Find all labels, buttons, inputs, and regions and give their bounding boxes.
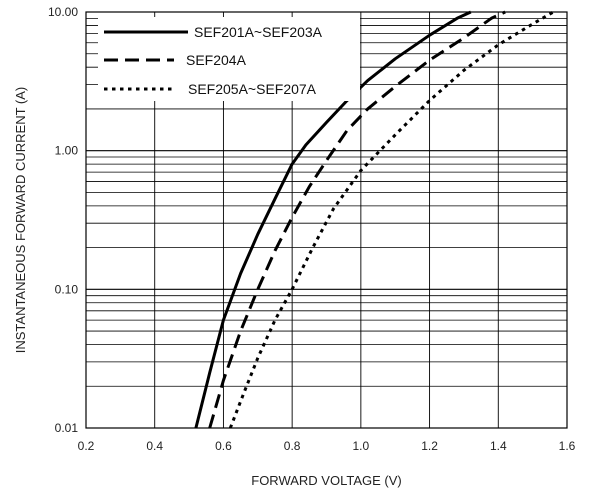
x-tick-label: 1.6: [559, 439, 576, 453]
plot-frame: [85, 11, 568, 429]
x-axis-title: FORWARD VOLTAGE (V): [251, 473, 401, 488]
y-tick-label: 0.01: [55, 421, 79, 435]
series-line-1: [194, 10, 472, 429]
x-tick-label: 0.2: [78, 439, 95, 453]
y-axis-title: INSTANTANEOUS FORWARD CURRENT (A): [13, 87, 28, 354]
y-tick-label: 10.00: [48, 5, 78, 19]
x-tick-label: 0.6: [215, 439, 232, 453]
y-tick-label: 1.00: [55, 144, 79, 158]
x-tick-label: 0.4: [146, 439, 163, 453]
x-tick-label: 1.4: [490, 439, 507, 453]
x-tick-label: 1.0: [353, 439, 370, 453]
x-tick-label: 1.2: [421, 439, 438, 453]
x-tick-label: 0.8: [284, 439, 301, 453]
series-line-2: [208, 10, 506, 429]
series-line-3: [228, 10, 555, 429]
y-tick-label: 0.10: [55, 282, 79, 296]
tick-labels: 0.2 0.4 0.6 0.8 1.0 1.2 1.4 1.6 0.01 0.10 1.00 10.0…: [48, 5, 576, 453]
series-layer: [194, 10, 555, 429]
legend-label-2: SEF204A: [186, 52, 247, 68]
grid: [85, 12, 568, 429]
legend: SEF201A~SEF203A SEF204A SEF205A~SEF207A: [98, 17, 360, 101]
legend-label-1: SEF201A~SEF203A: [194, 24, 323, 40]
legend-label-3: SEF205A~SEF207A: [188, 81, 317, 97]
